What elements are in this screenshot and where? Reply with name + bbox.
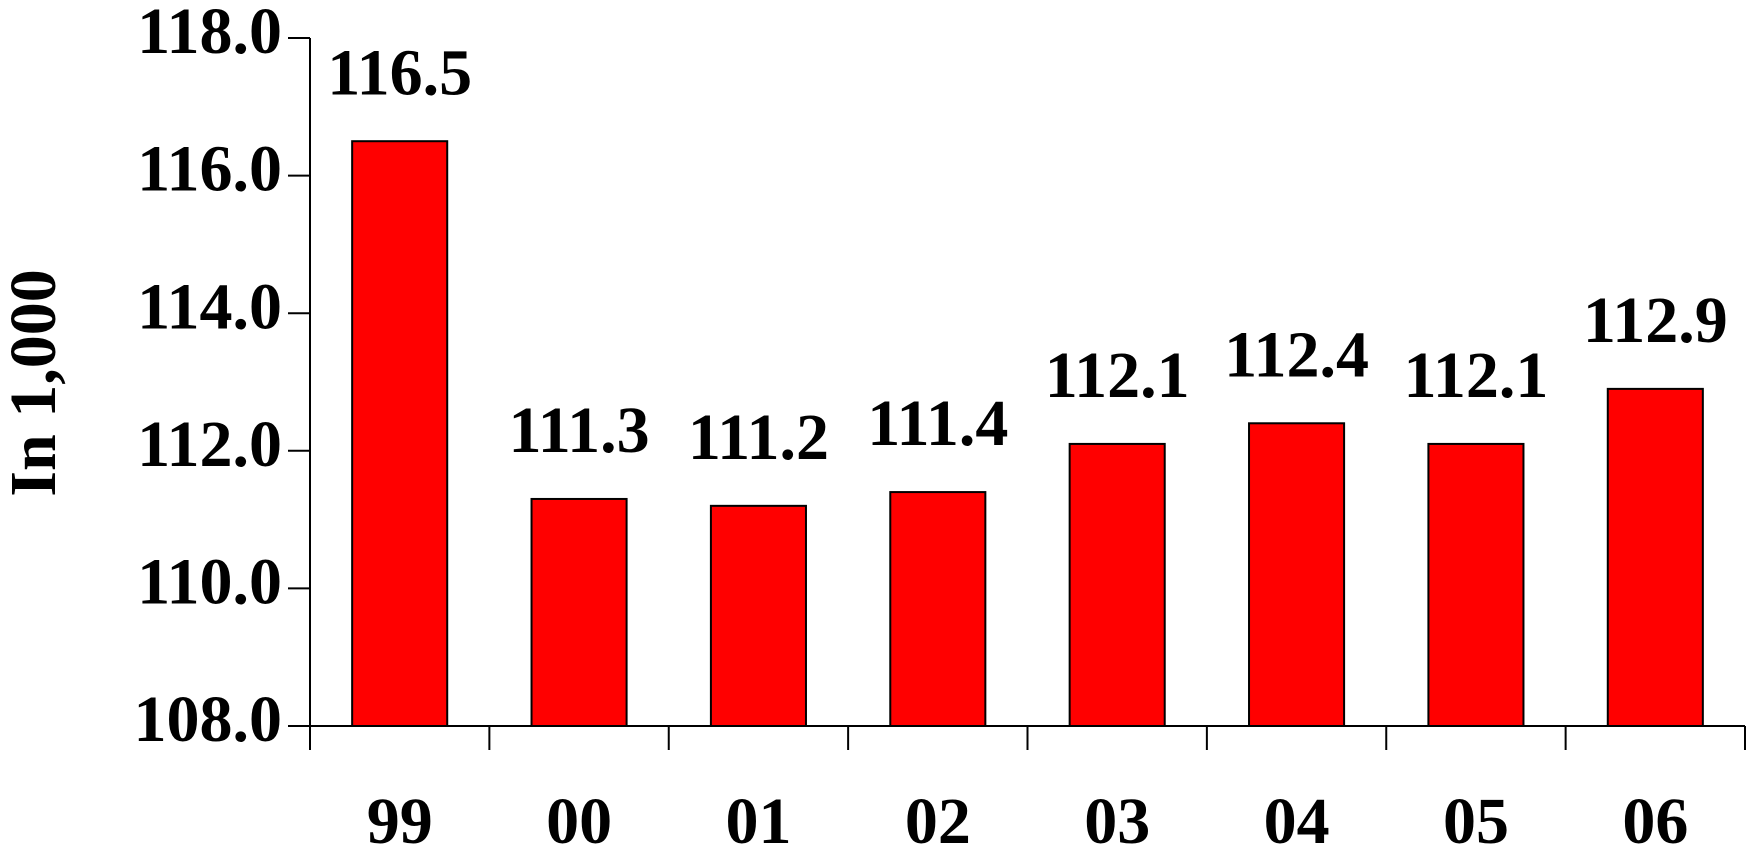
value-label: 112.1	[1404, 339, 1549, 412]
y-tick-label: 114.0	[137, 270, 282, 343]
y-tick-label: 110.0	[137, 546, 282, 619]
x-tick-label: 03	[1084, 785, 1150, 858]
x-tick-label: 99	[367, 785, 433, 858]
x-tick-label: 05	[1443, 785, 1509, 858]
x-tick-label: 00	[546, 785, 612, 858]
x-tick-label: 06	[1622, 785, 1688, 858]
bar	[1606, 387, 1704, 727]
value-label: 112.9	[1583, 284, 1728, 357]
bar	[530, 497, 628, 727]
x-tick-label: 01	[725, 785, 791, 858]
x-tick-label: 04	[1264, 785, 1330, 858]
y-tick-label: 108.0	[134, 683, 283, 756]
y-tick-label: 118.0	[137, 0, 282, 68]
bar	[889, 491, 987, 727]
value-label: 111.3	[508, 394, 649, 467]
y-tick-label: 112.0	[137, 408, 282, 481]
value-label: 111.4	[867, 387, 1008, 460]
x-tick-label: 02	[905, 785, 971, 858]
bar	[709, 504, 807, 727]
value-label: 111.2	[688, 401, 829, 474]
value-label: 112.1	[1045, 339, 1190, 412]
bar	[1427, 442, 1525, 727]
bar	[1068, 442, 1166, 727]
bar	[1248, 422, 1346, 727]
value-label: 116.5	[327, 36, 472, 109]
bar	[351, 140, 449, 727]
y-axis-label: In 1,000	[0, 269, 70, 496]
value-label: 112.4	[1224, 318, 1369, 391]
y-tick-label: 116.0	[137, 133, 282, 206]
